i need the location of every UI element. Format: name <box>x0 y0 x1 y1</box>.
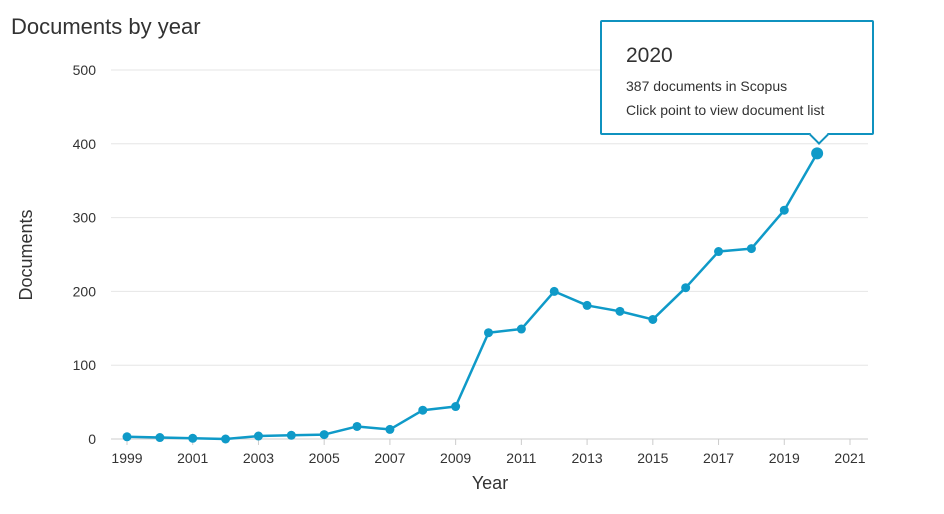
x-tick-label: 2017 <box>703 450 734 466</box>
data-point-2018[interactable] <box>746 244 756 254</box>
data-point-2000[interactable] <box>155 433 165 443</box>
x-tick-label: 2011 <box>506 450 536 466</box>
data-point-2008[interactable] <box>418 405 428 415</box>
data-point-2002[interactable] <box>221 434 231 444</box>
tooltip-count: 387 documents in Scopus <box>626 78 788 94</box>
y-tick-label: 400 <box>73 136 97 152</box>
x-tick-label: 2019 <box>769 450 800 466</box>
data-point-2019[interactable] <box>779 205 789 215</box>
data-point-2020[interactable] <box>811 147 824 160</box>
x-tick-labels: 1999 2001 2003 2005 2007 2009 2011 2013 2015 2017… <box>111 439 866 466</box>
data-point-2017[interactable] <box>714 247 724 257</box>
chart-title: Documents by year <box>11 14 201 39</box>
x-tick-label: 2021 <box>834 450 865 466</box>
data-point-1999[interactable] <box>122 432 132 442</box>
x-axis-title: Year <box>472 473 508 493</box>
tooltip-hint: Click point to view document list <box>626 102 825 118</box>
x-tick-label: 1999 <box>111 450 142 466</box>
data-point-2010[interactable] <box>484 328 493 338</box>
y-tick-label: 100 <box>73 357 97 373</box>
y-tick-label: 300 <box>73 210 97 226</box>
y-tick-label: 0 <box>88 431 96 447</box>
x-tick-label: 2013 <box>572 450 603 466</box>
data-point-2013[interactable] <box>582 300 592 310</box>
data-point-2011[interactable] <box>516 324 526 334</box>
series-documents <box>122 147 824 444</box>
y-tick-label: 200 <box>73 283 97 299</box>
data-point-2005[interactable] <box>319 430 329 440</box>
data-point-2006[interactable] <box>352 421 362 431</box>
x-tick-label: 2015 <box>637 450 668 466</box>
data-point-2016[interactable] <box>681 283 691 293</box>
x-tick-label: 2003 <box>243 450 274 466</box>
y-tick-label: 500 <box>73 62 97 78</box>
data-point-2003[interactable] <box>253 431 263 441</box>
data-point-2012[interactable] <box>549 286 559 296</box>
data-point-2009[interactable] <box>451 402 461 412</box>
x-tick-label: 2009 <box>440 450 471 466</box>
data-point-2007[interactable] <box>385 424 395 434</box>
y-tick-labels: 0 100 200 300 400 500 <box>73 62 97 447</box>
data-point-2014[interactable] <box>615 306 625 316</box>
x-tick-label: 2007 <box>374 450 405 466</box>
data-point-2004[interactable] <box>286 430 296 440</box>
data-point-2015[interactable] <box>648 314 658 324</box>
y-axis-title: Documents <box>16 209 36 300</box>
data-point-tooltip: 2020 387 documents in Scopus Click point… <box>600 20 874 145</box>
tooltip-year: 2020 <box>626 44 673 67</box>
data-point-2001[interactable] <box>188 433 198 443</box>
x-tick-label: 2005 <box>309 450 340 466</box>
series-line <box>126 152 819 441</box>
x-tick-label: 2001 <box>177 450 208 466</box>
